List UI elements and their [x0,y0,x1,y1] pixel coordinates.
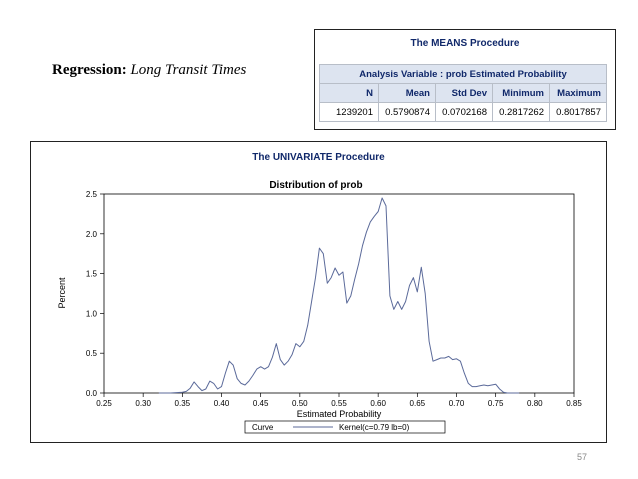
legend-label: Curve [252,423,274,432]
x-tick-label: 0.50 [292,399,308,408]
means-value-maximum: 0.8017857 [549,102,607,122]
x-tick-label: 0.65 [410,399,426,408]
means-value-row: 1239201 0.5790874 0.0702168 0.2817262 0.… [319,102,607,122]
means-procedure-panel: The MEANS Procedure Analysis Variable : … [314,29,616,130]
slide-title-bold: Regression: [52,62,127,78]
x-tick-label: 0.75 [488,399,504,408]
x-tick-label: 0.45 [253,399,269,408]
x-tick-label: 0.40 [214,399,230,408]
x-tick-label: 0.35 [175,399,191,408]
means-caption: Analysis Variable : prob Estimated Proba… [319,64,607,84]
y-axis: 0.0 0.5 1.0 1.5 2.0 2.5 [86,190,104,398]
distribution-chart: Distribution of prob 0.25 0.30 0.35 0.40 0.4… [57,180,582,434]
means-header-n: N [319,83,379,103]
univariate-procedure-panel: The UNIVARIATE Procedure Distribution of… [30,141,607,443]
x-axis-label: Estimated Probability [297,409,382,419]
x-tick-label: 0.55 [331,399,347,408]
means-header-stddev: Std Dev [435,83,493,103]
legend: Curve Kernel(c=0.79 lb=0) [244,420,446,434]
means-header-minimum: Minimum [492,83,550,103]
x-tick-label: 0.60 [370,399,386,408]
x-tick-label: 0.70 [449,399,465,408]
legend-entry: Kernel(c=0.79 lb=0) [339,423,410,432]
means-header-mean: Mean [378,83,436,103]
means-procedure-title: The MEANS Procedure [410,38,520,49]
y-tick-label: 1.5 [86,270,98,279]
y-tick-label: 2.0 [86,230,98,239]
x-axis: 0.25 0.30 0.35 0.40 0.45 0.50 0.55 0.60 0.65 0.70… [96,393,582,408]
means-table: Analysis Variable : prob Estimated Proba… [319,64,607,122]
y-tick-label: 0.0 [86,389,98,398]
x-tick-label: 0.80 [527,399,543,408]
y-axis-label: Percent [57,277,67,309]
y-tick-label: 2.5 [86,190,98,199]
means-value-stddev: 0.0702168 [435,102,493,122]
series-layer [158,197,520,394]
x-tick-label: 0.25 [96,399,112,408]
means-caption-row: Analysis Variable : prob Estimated Proba… [319,64,607,84]
page-number: 57 [577,452,588,462]
plot-frame [103,193,575,394]
slide-title-italic: Long Transit Times [130,62,247,78]
slide-title: Regression: Long Transit Times [52,62,246,79]
univariate-procedure-title: The UNIVARIATE Procedure [252,152,385,163]
kernel-density-line-0 [158,197,520,394]
means-value-minimum: 0.2817262 [492,102,550,122]
chart-title: Distribution of prob [269,180,362,191]
y-tick-label: 1.0 [86,309,98,318]
x-tick-label: 0.30 [135,399,151,408]
x-tick-label: 0.85 [566,399,582,408]
legend-box [244,420,446,434]
y-tick-label: 0.5 [86,349,98,358]
means-header-maximum: Maximum [549,83,607,103]
means-header-row: N Mean Std Dev Minimum Maximum [319,83,607,103]
means-value-n: 1239201 [319,102,379,122]
means-value-mean: 0.5790874 [378,102,436,122]
